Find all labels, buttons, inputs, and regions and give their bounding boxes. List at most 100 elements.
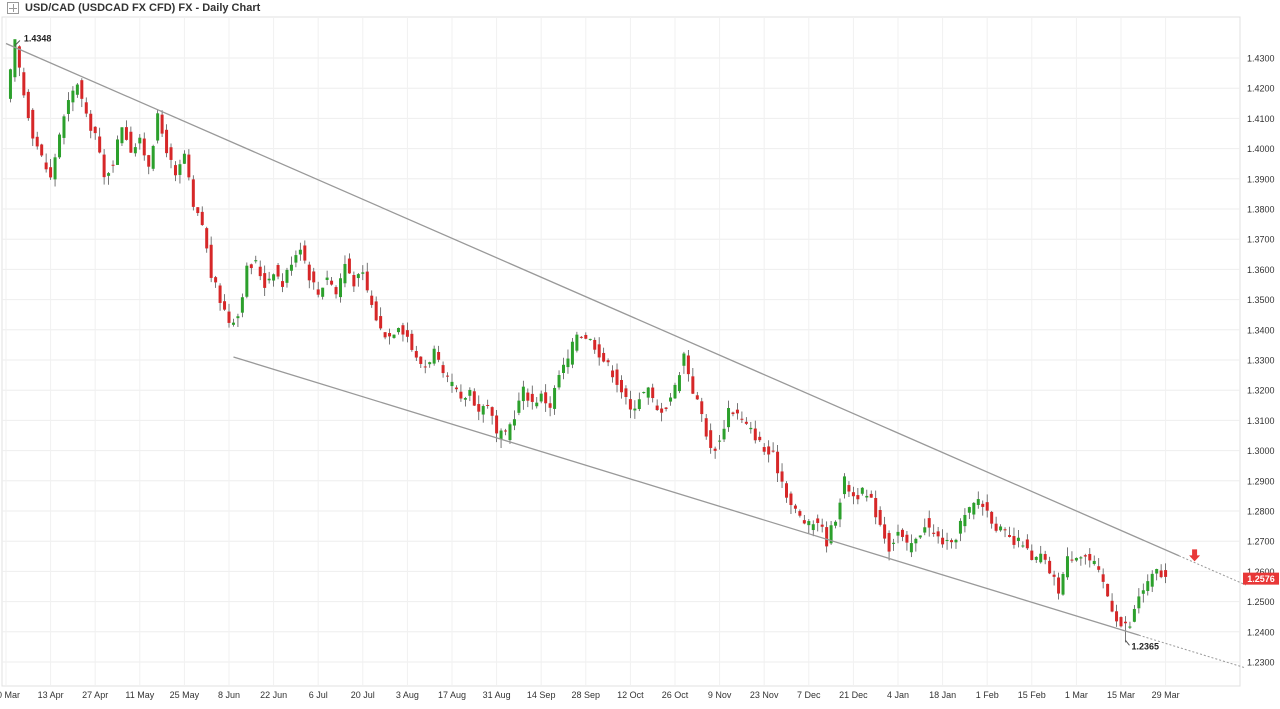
candle xyxy=(1132,605,1136,623)
candle xyxy=(584,332,588,340)
candle-body xyxy=(80,80,84,99)
candle xyxy=(334,285,338,299)
candle-body xyxy=(22,72,26,96)
candle-body xyxy=(553,387,557,409)
candle xyxy=(116,135,119,165)
candle-body xyxy=(419,356,423,364)
candle xyxy=(441,361,445,378)
candle-body xyxy=(160,114,164,134)
candle-body xyxy=(1146,581,1150,591)
candle-body xyxy=(548,403,552,408)
candle xyxy=(53,153,57,187)
candle xyxy=(713,446,717,459)
candle xyxy=(191,175,195,211)
candle xyxy=(178,159,182,184)
candle-body xyxy=(1048,560,1052,574)
candle xyxy=(499,428,503,448)
candle xyxy=(811,520,815,537)
candle-body xyxy=(298,249,302,255)
candle xyxy=(874,490,878,525)
candle-body xyxy=(834,521,838,526)
x-tick-label: 17 Aug xyxy=(438,690,466,700)
candle xyxy=(1146,574,1150,596)
candle xyxy=(138,134,142,150)
candle-body xyxy=(1128,626,1132,628)
candle-body xyxy=(776,451,780,474)
candle xyxy=(477,395,481,421)
candle-body xyxy=(138,137,142,144)
candle xyxy=(1025,534,1029,550)
price-tag xyxy=(1243,572,1279,585)
candle-body xyxy=(325,277,329,280)
candle xyxy=(1074,557,1078,562)
candle xyxy=(553,385,557,415)
candle xyxy=(321,287,325,300)
candle-body xyxy=(165,129,169,154)
candle xyxy=(887,530,891,561)
candle-body xyxy=(535,402,539,407)
candle-body xyxy=(807,521,811,526)
candle-body xyxy=(664,407,668,409)
candle-body xyxy=(789,493,793,506)
candle xyxy=(990,510,994,529)
candle-body xyxy=(999,526,1003,531)
candle xyxy=(727,400,731,432)
candle-body xyxy=(285,269,289,283)
candle xyxy=(767,440,771,463)
candle xyxy=(1110,593,1114,613)
candle-body xyxy=(615,369,619,385)
candle-body xyxy=(651,387,655,399)
candle-body xyxy=(1074,557,1078,561)
candle-body xyxy=(218,285,222,303)
plot-frame xyxy=(1,16,1241,687)
candle xyxy=(838,498,842,528)
candle xyxy=(289,256,293,276)
candle xyxy=(1061,571,1065,596)
candle-body xyxy=(147,155,151,167)
candle-body xyxy=(1012,536,1016,545)
candle-body xyxy=(361,272,365,274)
candle xyxy=(401,322,405,342)
candle-body xyxy=(878,510,882,525)
x-tick-label: 7 Dec xyxy=(797,690,821,700)
candle xyxy=(223,294,227,311)
candle xyxy=(999,524,1003,532)
candle xyxy=(941,529,945,548)
candle-body xyxy=(838,502,842,520)
candle xyxy=(1070,551,1074,563)
candle xyxy=(66,92,70,122)
candle-body xyxy=(1025,539,1029,549)
candle-body xyxy=(1155,569,1159,574)
candle-body xyxy=(593,339,597,350)
candle-body xyxy=(396,328,400,333)
candle xyxy=(1088,548,1092,568)
candle xyxy=(677,371,681,394)
candle-body xyxy=(356,274,360,279)
candle-body xyxy=(267,278,271,281)
candle-body xyxy=(8,69,12,99)
candle-body xyxy=(793,505,797,509)
candle xyxy=(75,83,79,98)
candle xyxy=(1115,604,1119,627)
candle-body xyxy=(1034,556,1038,560)
candle xyxy=(22,67,26,98)
candle xyxy=(187,149,191,181)
candle xyxy=(347,253,351,274)
candle-body xyxy=(339,278,342,298)
candle xyxy=(512,410,516,431)
x-tick-label: 22 Jun xyxy=(260,690,287,700)
candle-body xyxy=(990,511,994,524)
crosshair-icon[interactable] xyxy=(7,2,19,14)
candle-body xyxy=(669,397,673,402)
candle xyxy=(142,132,146,161)
candle xyxy=(851,486,855,505)
candle xyxy=(780,463,784,489)
candle xyxy=(303,240,307,264)
candle-body xyxy=(941,537,945,545)
candle xyxy=(419,356,423,369)
candle xyxy=(205,226,209,253)
candle xyxy=(410,330,414,352)
candle xyxy=(1043,550,1047,565)
candle xyxy=(272,273,276,287)
